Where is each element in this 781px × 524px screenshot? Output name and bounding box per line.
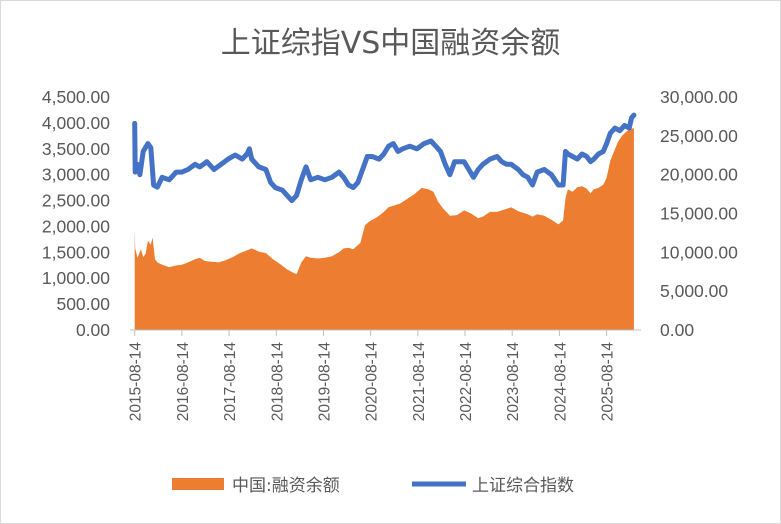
x-tick-label: 2018-08-14 xyxy=(269,342,286,422)
legend-label-margin-balance: 中国:融资余额 xyxy=(232,476,340,496)
legend-swatch-margin-balance xyxy=(172,478,224,490)
y-left-tick-label: 3,500.00 xyxy=(42,139,110,159)
y-right-tick-label: 10,000.00 xyxy=(660,242,738,262)
y-right-tick-label: 20,000.00 xyxy=(660,165,738,185)
x-tick-label: 2019-08-14 xyxy=(317,342,334,422)
x-tick-label: 2020-08-14 xyxy=(364,342,381,422)
y-left-tick-label: 2,000.00 xyxy=(42,216,110,236)
y-left-tick-label: 1,000.00 xyxy=(42,268,110,288)
y-left-tick-label: 4,000.00 xyxy=(42,113,110,133)
y-right-tick-label: 15,000.00 xyxy=(660,204,738,224)
x-tick-label: 2025-08-14 xyxy=(600,342,617,422)
series-line-sse-index xyxy=(132,112,637,204)
y-left-tick-label: 3,000.00 xyxy=(42,165,110,185)
y-left-tick-label: 4,500.00 xyxy=(42,87,110,107)
y-left-tick-label: 2,500.00 xyxy=(42,191,110,211)
x-tick-label: 2015-08-14 xyxy=(128,342,145,422)
y-right-tick-label: 25,000.00 xyxy=(660,126,738,146)
line-layer xyxy=(132,112,637,204)
x-tick-label: 2016-08-14 xyxy=(175,342,192,422)
x-ticks: 2015-08-14 2016-08-14 2017-08-14 2018-08-14… xyxy=(128,330,617,421)
y-right-tick-label: 0.00 xyxy=(660,320,694,340)
y-right-tick-label: 5,000.00 xyxy=(660,281,728,301)
x-tick-label: 2022-08-14 xyxy=(458,342,475,422)
legend-label-sse-index: 上证综合指数 xyxy=(472,476,574,496)
y-right-tick-label: 30,000.00 xyxy=(660,87,738,107)
x-tick-label: 2017-08-14 xyxy=(222,342,239,422)
y-left-tick-label: 1,500.00 xyxy=(42,242,110,262)
area-layer xyxy=(134,128,634,330)
y-left-ticks: 4,500.00 4,000.00 3,500.00 3,000.00 2,500.00… xyxy=(42,87,110,340)
y-left-tick-label: 0.00 xyxy=(76,320,110,340)
series-area-margin-balance xyxy=(134,128,634,330)
x-tick-label: 2021-08-14 xyxy=(411,342,428,422)
legend: 中国:融资余额 上证综合指数 xyxy=(172,476,574,496)
y-right-ticks: 30,000.00 25,000.00 20,000.00 15,000.00 10,0… xyxy=(660,87,738,340)
x-tick-label: 2024-08-14 xyxy=(552,342,569,422)
chart-title: 上证综指VS中国融资余额 xyxy=(220,26,561,61)
x-tick-label: 2023-08-14 xyxy=(505,342,522,422)
y-left-tick-label: 500.00 xyxy=(56,294,110,314)
